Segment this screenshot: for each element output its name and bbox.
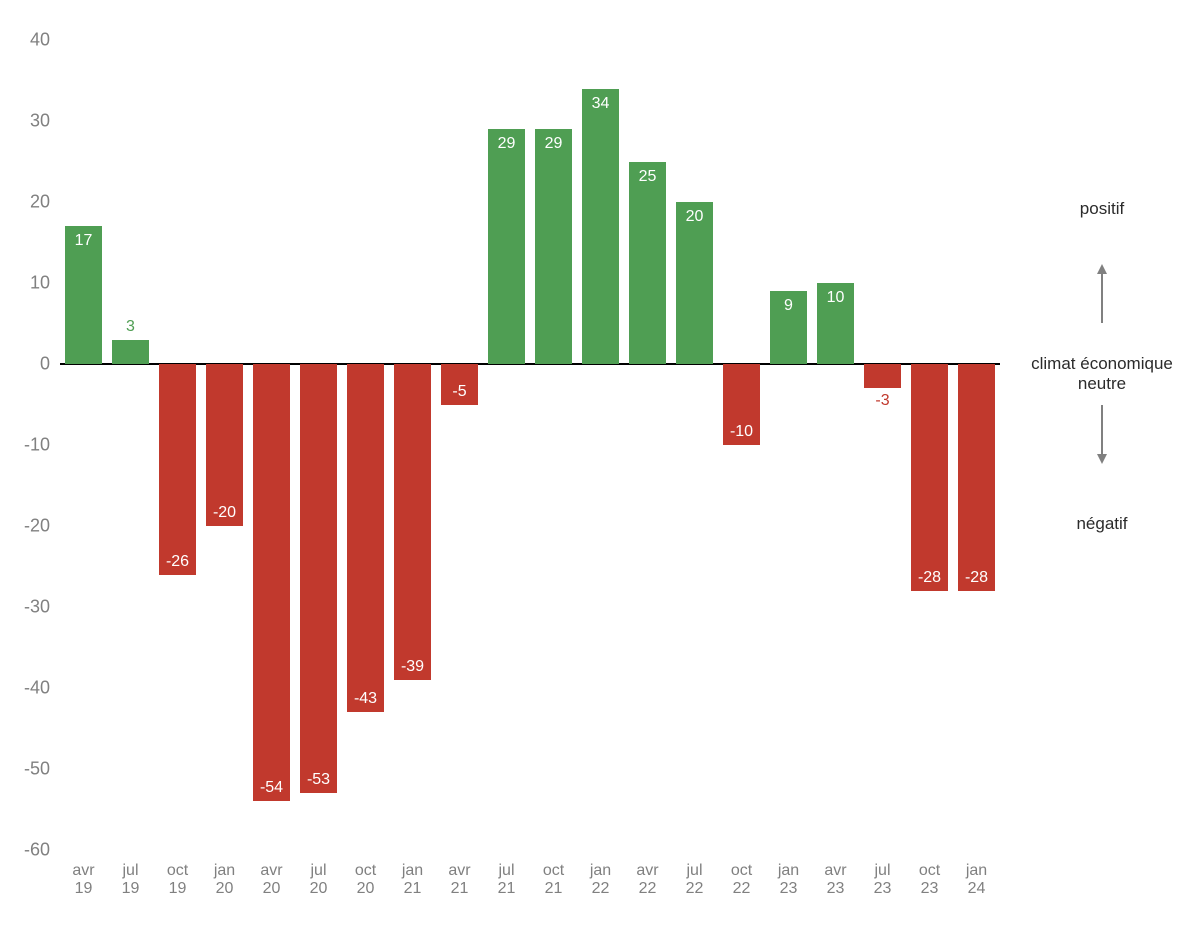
bar-value-label: -3 — [875, 392, 889, 410]
arrow-down-head-icon — [1097, 454, 1107, 464]
x-tick-label: jul 19 — [122, 862, 140, 899]
y-tick-label: 30 — [10, 111, 50, 132]
bar-value-label: 10 — [827, 289, 845, 307]
chart-stage: 40 30 20 10 0 -10 -20 -30 -40 -50 -60 17 3 -26 -20 -54… — [0, 0, 1200, 926]
bar — [535, 129, 572, 364]
bar — [300, 364, 337, 793]
bar — [911, 364, 948, 591]
bar-value-label: -54 — [260, 779, 283, 797]
bar-value-label: -39 — [401, 658, 424, 676]
bar — [958, 364, 995, 591]
x-tick-label: oct 22 — [731, 862, 752, 899]
bar-value-label: 29 — [498, 135, 516, 153]
bar-value-label: 25 — [639, 168, 657, 186]
bar-value-label: 34 — [592, 95, 610, 113]
x-tick-label: oct 23 — [919, 862, 940, 899]
x-tick-label: jan 20 — [214, 862, 235, 899]
bar-value-label: -43 — [354, 690, 377, 708]
x-tick-label: jan 21 — [402, 862, 423, 899]
y-tick-label: 0 — [10, 354, 50, 375]
bar — [676, 202, 713, 364]
bar-value-label: 20 — [686, 208, 704, 226]
x-tick-label: avr 19 — [72, 862, 94, 899]
x-tick-label: avr 21 — [448, 862, 470, 899]
x-tick-label: jul 23 — [874, 862, 892, 899]
bar — [488, 129, 525, 364]
bar — [347, 364, 384, 712]
bar-value-label: 9 — [784, 297, 793, 315]
legend-positive-label: positif — [1080, 199, 1124, 219]
y-tick-label: 10 — [10, 273, 50, 294]
y-tick-label: 20 — [10, 192, 50, 213]
x-tick-label: jan 22 — [590, 862, 611, 899]
y-tick-label: -10 — [10, 435, 50, 456]
x-tick-label: oct 19 — [167, 862, 188, 899]
x-tick-label: avr 20 — [260, 862, 282, 899]
bar — [394, 364, 431, 680]
x-tick-label: jan 23 — [778, 862, 799, 899]
x-tick-label: avr 23 — [824, 862, 846, 899]
arrow-up-icon — [1101, 273, 1103, 323]
bar-value-label: 3 — [126, 318, 135, 336]
bar — [582, 89, 619, 364]
y-tick-label: -40 — [10, 678, 50, 699]
legend-neutral-label: climat économique neutre — [1031, 354, 1173, 395]
arrow-down-icon — [1101, 405, 1103, 455]
zero-axis-line — [60, 363, 1000, 365]
x-tick-label: jul 21 — [498, 862, 516, 899]
bar — [629, 162, 666, 365]
bar — [206, 364, 243, 526]
x-tick-label: oct 20 — [355, 862, 376, 899]
legend-negative-label: négatif — [1076, 514, 1127, 534]
x-tick-label: jan 24 — [966, 862, 987, 899]
arrow-up-head-icon — [1097, 264, 1107, 274]
y-tick-label: -60 — [10, 840, 50, 861]
bar — [864, 364, 901, 388]
bar-value-label: -26 — [166, 553, 189, 571]
bar — [112, 340, 149, 364]
bar — [253, 364, 290, 801]
bar-value-label: -53 — [307, 771, 330, 789]
bar — [159, 364, 196, 575]
y-tick-label: 40 — [10, 30, 50, 51]
x-tick-label: jul 20 — [310, 862, 328, 899]
bar-value-label: -28 — [918, 569, 941, 587]
bar-value-label: 29 — [545, 135, 563, 153]
bar-value-label: 17 — [75, 232, 93, 250]
x-tick-label: avr 22 — [636, 862, 658, 899]
y-tick-label: -30 — [10, 597, 50, 618]
x-tick-label: oct 21 — [543, 862, 564, 899]
x-tick-label: jul 22 — [686, 862, 704, 899]
bar-value-label: -10 — [730, 423, 753, 441]
bar-value-label: -5 — [452, 383, 466, 401]
y-tick-label: -20 — [10, 516, 50, 537]
y-tick-label: -50 — [10, 759, 50, 780]
bar-value-label: -28 — [965, 569, 988, 587]
bar-value-label: -20 — [213, 504, 236, 522]
